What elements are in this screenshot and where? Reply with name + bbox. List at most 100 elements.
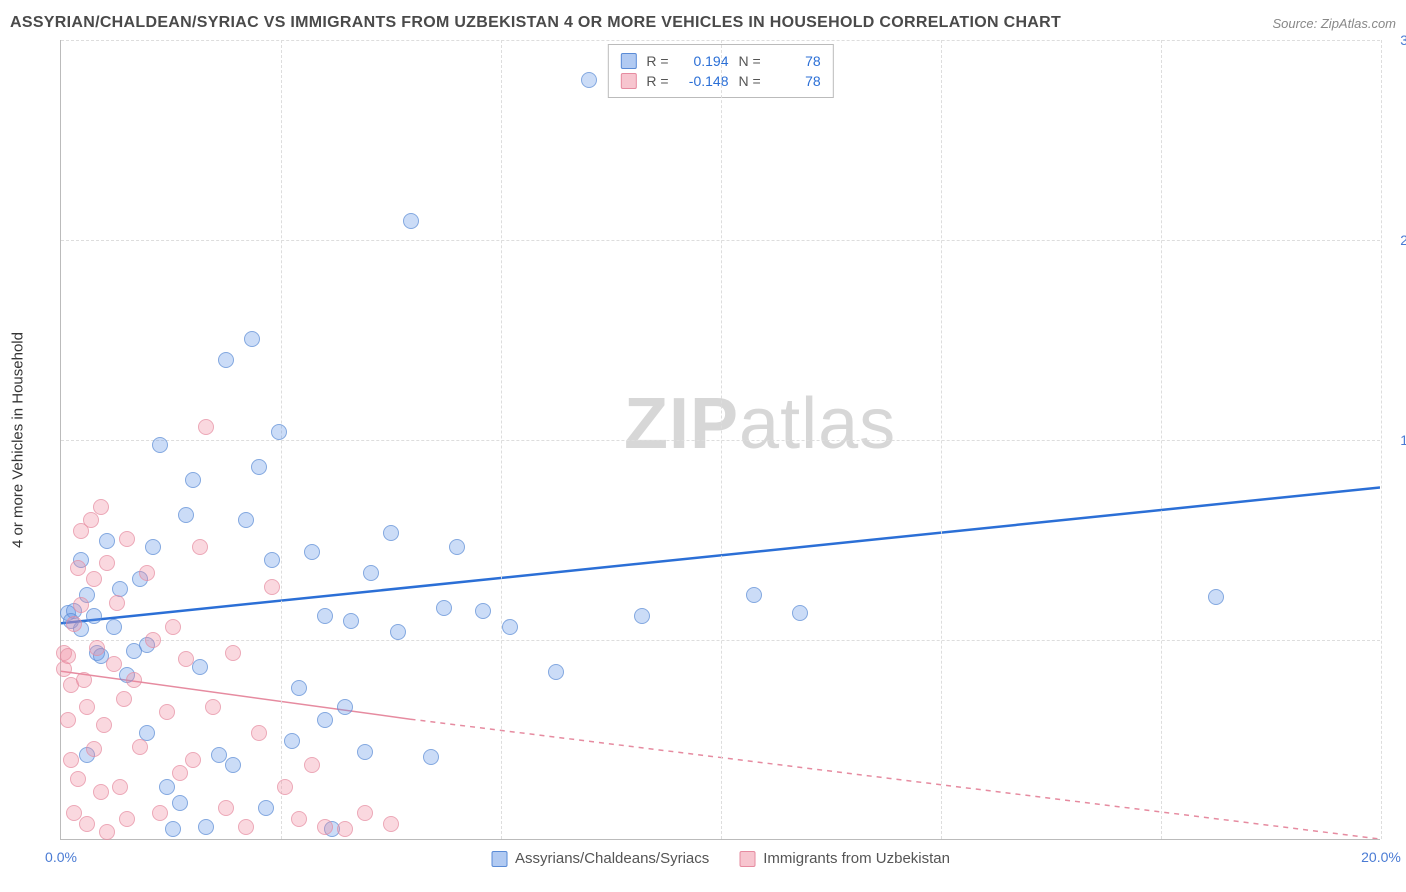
data-point [70,771,86,787]
data-point [317,608,333,624]
data-point [86,741,102,757]
data-point [106,656,122,672]
data-point [291,811,307,827]
y-axis-label: 4 or more Vehicles in Household [10,332,27,548]
data-point [106,619,122,635]
data-point [218,352,234,368]
legend-series: Assyrians/Chaldeans/Syriacs Immigrants f… [491,850,950,867]
data-point [139,565,155,581]
watermark: ZIPatlas [624,383,896,465]
data-point [178,507,194,523]
grid-line-v [501,40,502,839]
legend-label-series1: Assyrians/Chaldeans/Syriacs [515,850,709,867]
data-point [205,699,221,715]
y-tick-label: 7.5% [1385,632,1406,648]
data-point [1208,589,1224,605]
n-label: N = [739,53,761,69]
data-point [337,699,353,715]
y-tick-label: 22.5% [1385,232,1406,248]
data-point [79,699,95,715]
data-point [746,587,762,603]
data-point [99,555,115,571]
data-point [93,784,109,800]
data-point [63,752,79,768]
y-tick-label: 15.0% [1385,432,1406,448]
chart-source: Source: ZipAtlas.com [1272,16,1396,31]
data-point [66,616,82,632]
data-point [264,579,280,595]
grid-line-v [1161,40,1162,839]
legend-item-series1: Assyrians/Chaldeans/Syriacs [491,850,709,867]
data-point [159,704,175,720]
data-point [634,608,650,624]
chart-area: 4 or more Vehicles in Household ZIPatlas… [60,40,1380,840]
data-point [792,605,808,621]
r-label: R = [646,53,668,69]
data-point [145,539,161,555]
data-point [96,717,112,733]
data-point [423,749,439,765]
data-point [152,805,168,821]
data-point [251,459,267,475]
data-point [132,739,148,755]
data-point [449,539,465,555]
data-point [271,424,287,440]
data-point [244,331,260,347]
y-tick-label: 30.0% [1385,32,1406,48]
data-point [317,712,333,728]
data-point [383,816,399,832]
data-point [218,800,234,816]
data-point [126,672,142,688]
data-point [277,779,293,795]
data-point [304,757,320,773]
data-point [109,595,125,611]
data-point [60,712,76,728]
data-point [185,472,201,488]
data-point [383,525,399,541]
legend-swatch-series2-icon [739,851,755,867]
data-point [119,811,135,827]
plot-region: ZIPatlas R = 0.194 N = 78 R = -0.148 N =… [60,40,1380,840]
n-label: N = [739,73,761,89]
legend-label-series2: Immigrants from Uzbekistan [763,850,950,867]
grid-line-v [941,40,942,839]
data-point [357,805,373,821]
data-point [198,819,214,835]
data-point [198,419,214,435]
data-point [99,533,115,549]
data-point [116,691,132,707]
data-point [304,544,320,560]
data-point [145,632,161,648]
data-point [56,661,72,677]
data-point [475,603,491,619]
data-point [238,819,254,835]
data-point [172,765,188,781]
data-point [99,824,115,840]
data-point [502,619,518,635]
data-point [337,821,353,837]
data-point [76,672,92,688]
grid-line-v [721,40,722,839]
data-point [159,779,175,795]
data-point [86,608,102,624]
data-point [165,619,181,635]
r-label: R = [646,73,668,89]
data-point [238,512,254,528]
data-point [185,752,201,768]
data-point [251,725,267,741]
data-point [73,597,89,613]
data-point [152,437,168,453]
data-point [192,539,208,555]
data-point [317,819,333,835]
data-point [172,795,188,811]
data-point [363,565,379,581]
data-point [178,651,194,667]
data-point [225,757,241,773]
chart-header: ASSYRIAN/CHALDEAN/SYRIAC VS IMMIGRANTS F… [10,6,1396,40]
x-tick-label: 0.0% [45,849,77,865]
data-point [86,571,102,587]
data-point [93,499,109,515]
legend-swatch-series1 [620,53,636,69]
data-point [343,613,359,629]
data-point [548,664,564,680]
